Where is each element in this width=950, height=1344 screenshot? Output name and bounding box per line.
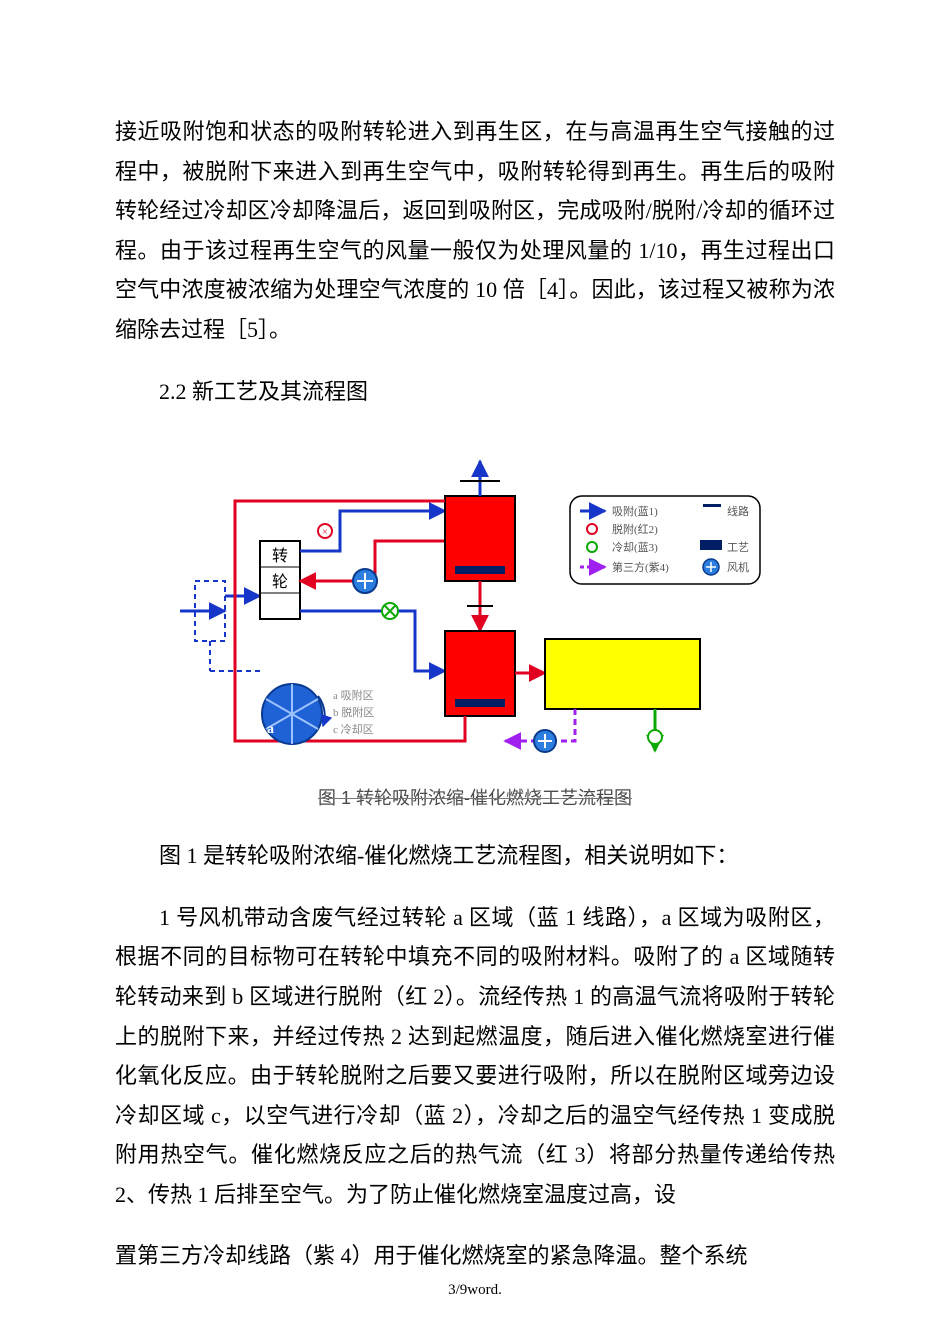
page-footer: 3/9word. (0, 1277, 950, 1304)
rotor-label-2: 轮 (272, 573, 288, 591)
legend-2: 脱附(红2) (612, 522, 658, 536)
heat1-bar (455, 566, 505, 574)
legend-3b: 工艺 (727, 541, 749, 554)
wheel-text-b: b 脱附区 (333, 705, 374, 719)
document-page: 接近吸附饱和状态的吸附转轮进入到再生区，在与高温再生空气接触的过程中，被脱附下来… (0, 0, 950, 1344)
heat2-bar (455, 699, 505, 707)
legend-4: 第三方(紫4) (612, 560, 669, 574)
wheel-text-a: a 吸附区 (333, 688, 374, 702)
paragraph-4: 置第三方冷却线路（紫 4）用于催化燃烧室的紧急降温。整个系统 (115, 1236, 835, 1276)
flowchart-svg: 转 轮 × (175, 441, 775, 761)
paragraph-2: 图 1 是转轮吸附浓缩-催化燃烧工艺流程图，相关说明如下： (115, 836, 835, 876)
chamber-box (545, 639, 700, 709)
paragraph-1: 接近吸附饱和状态的吸附转轮进入到再生区，在与高温再生空气接触的过程中，被脱附下来… (115, 112, 835, 350)
legend-3: 冷却(蓝3) (612, 541, 658, 554)
section-heading: 2.2 新工艺及其流程图 (115, 372, 835, 412)
rotor-label-1: 转 (272, 547, 288, 565)
wheel-a: a (267, 722, 274, 737)
figure-flowchart: 转 轮 × (115, 441, 835, 774)
paragraph-3: 1 号风机带动含废气经过转轮 a 区域（蓝 1 线路），a 区域为吸附区，根据不… (115, 898, 835, 1215)
valve-green-2 (648, 730, 662, 744)
wheel-text-c: c 冷却区 (333, 723, 374, 736)
legend-4b: 风机 (727, 560, 749, 574)
legend-1b: 线路 (727, 504, 749, 518)
figure-caption: 图 1 转轮吸附浓缩-催化燃烧工艺流程图 (115, 782, 835, 814)
legend-1: 吸附(蓝1) (612, 504, 658, 518)
svg-text:×: × (322, 527, 328, 538)
